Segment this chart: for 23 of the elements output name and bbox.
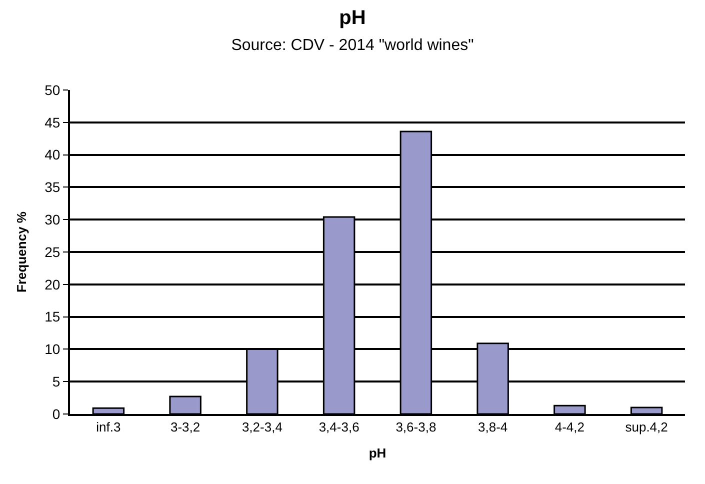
y-tick-label: 15 xyxy=(44,308,60,325)
x-tick-label: inf.3 xyxy=(96,420,121,435)
x-tick-label: 3,4-3,6 xyxy=(318,420,360,435)
x-tick-label: 3-3,2 xyxy=(170,420,200,435)
chart-title: pH xyxy=(339,7,366,30)
y-tick-label: 35 xyxy=(44,179,60,196)
y-tick-label: 40 xyxy=(44,146,60,163)
x-tick-label: 4-4,2 xyxy=(554,420,585,435)
x-axis-title: pH xyxy=(368,446,386,461)
x-tick-label: 3,6-3,8 xyxy=(396,420,436,435)
y-axis-title: Frequency % xyxy=(14,211,30,292)
x-tick-label: 3,8-4 xyxy=(478,420,508,435)
x-tick-label: 3,2-3,4 xyxy=(242,420,282,435)
y-tick-label: 30 xyxy=(44,212,60,228)
y-tick-label: 0 xyxy=(52,406,60,422)
chart-subtitle: Source: CDV - 2014 "world wines" xyxy=(231,37,474,54)
y-tick-label: 10 xyxy=(44,341,60,358)
y-tick-label: 45 xyxy=(44,114,60,130)
y-tick-label: 50 xyxy=(44,82,60,98)
x-tick-label: sup.4,2 xyxy=(625,420,668,435)
y-tick-label: 20 xyxy=(44,276,60,292)
y-tick-label: 25 xyxy=(44,244,60,260)
y-tick-label: 5 xyxy=(52,374,60,390)
